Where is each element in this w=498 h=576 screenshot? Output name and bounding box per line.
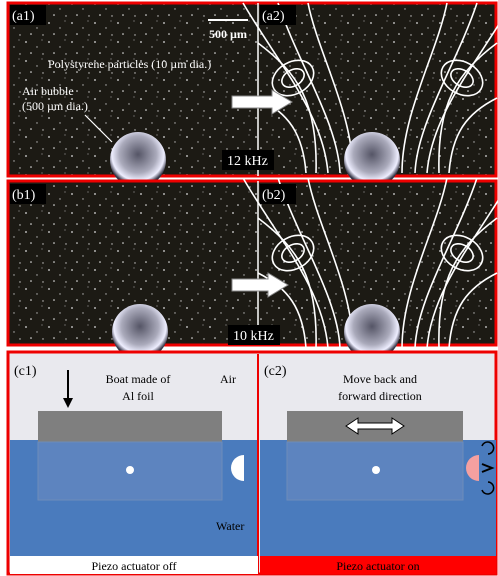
panel-label: (c2) — [264, 364, 287, 379]
status-label: Piezo actuator on — [336, 559, 419, 573]
panel-label: (a1) — [12, 9, 35, 24]
motion-label: forward direction — [338, 389, 422, 403]
water-label: Water — [216, 519, 244, 533]
boat-label: Al foil — [122, 389, 154, 403]
panel-label: (b2) — [262, 188, 286, 203]
air-label: Air — [220, 372, 236, 386]
panel-label: (c1) — [14, 364, 37, 379]
status-label: Piezo actuator off — [91, 559, 176, 573]
panel-label: (b1) — [12, 188, 36, 203]
photo-row-b — [8, 181, 496, 345]
frequency-label: 12 kHz — [227, 154, 268, 169]
boat-label: Boat made of — [106, 372, 171, 386]
particles-label: Polystyrene particles (10 µm dia.) — [48, 57, 211, 71]
motion-label: Move back and — [343, 372, 417, 386]
figure: 500 µm Polystyrene particles (10 µm dia.… — [0, 0, 498, 576]
bubble-label: (500 µm dia.) — [22, 99, 88, 113]
scale-bar-label: 500 µm — [209, 27, 247, 41]
panel-label: (a2) — [262, 9, 285, 24]
frequency-label: 10 kHz — [233, 329, 274, 344]
bubble-label: Air bubble — [22, 84, 74, 98]
